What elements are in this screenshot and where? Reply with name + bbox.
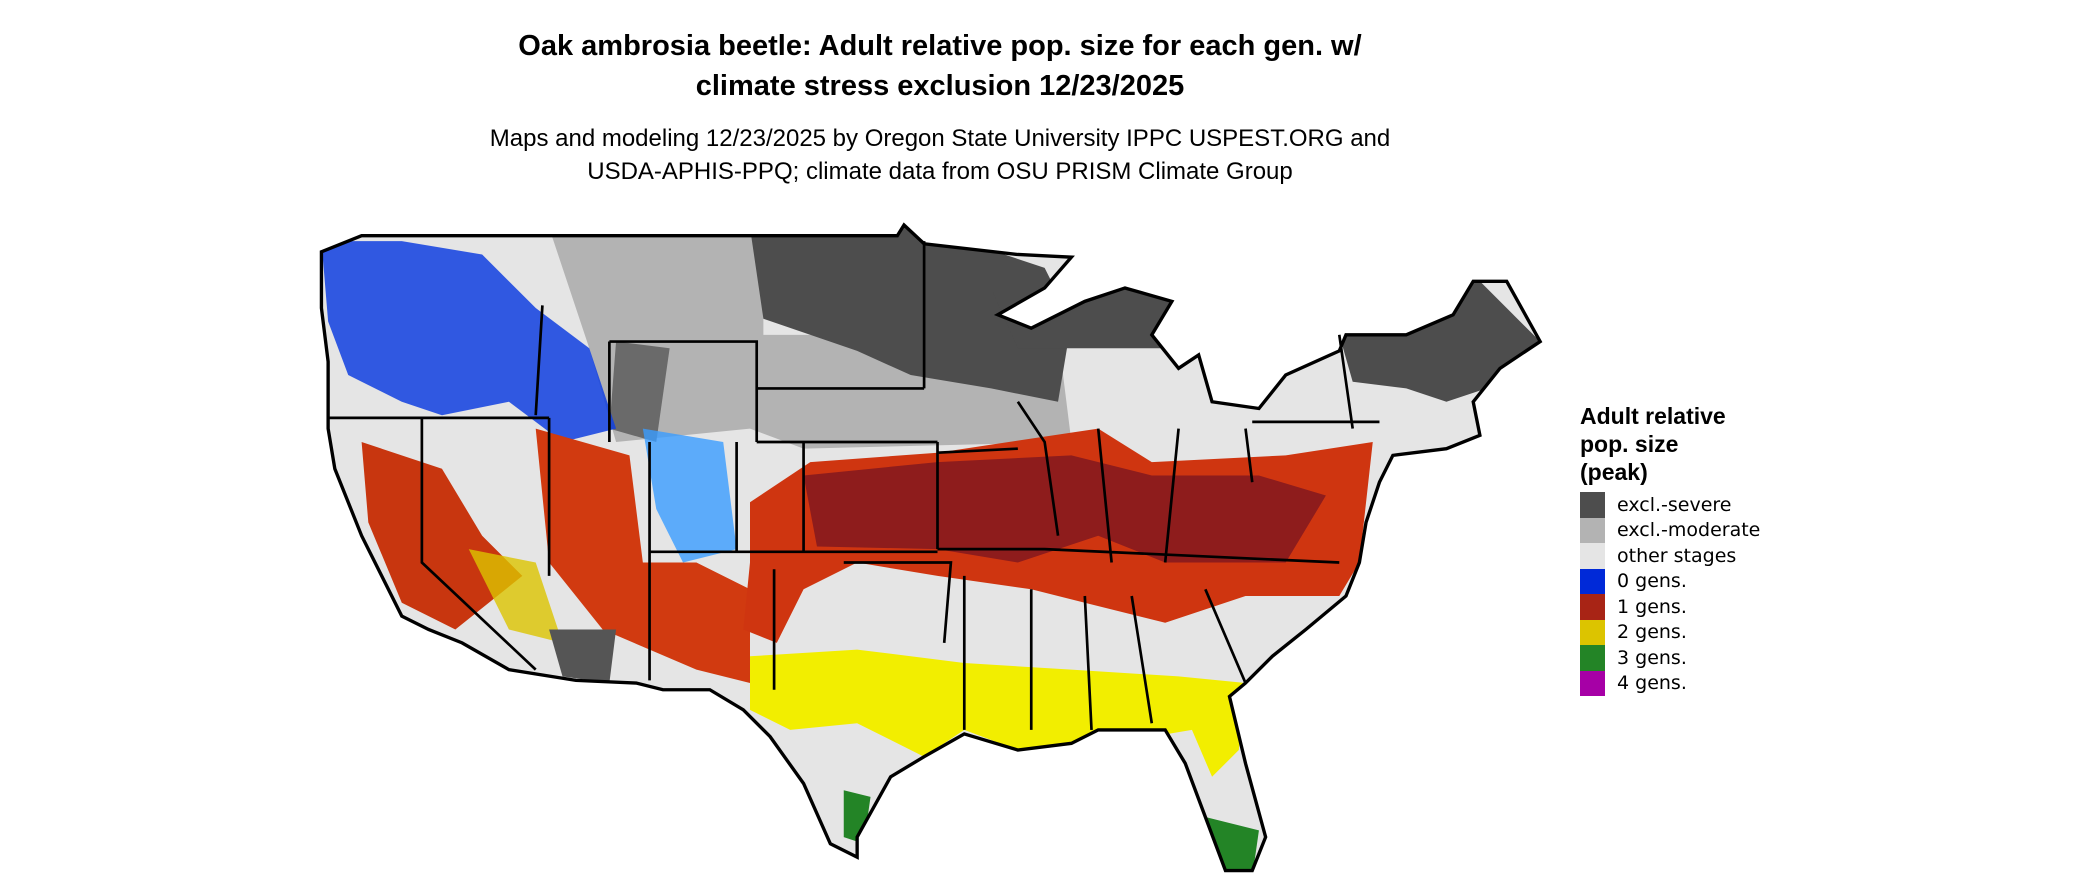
legend-label: 1 gens.	[1617, 595, 1687, 618]
legend-swatch	[1580, 645, 1605, 671]
subtitle-line-1: Maps and modeling 12/23/2025 by Oregon S…	[489, 125, 1391, 152]
region-2gens-south	[750, 649, 1246, 777]
legend-swatch	[1580, 492, 1605, 518]
legend-swatch	[1580, 670, 1605, 696]
legend-item: 3 gens.	[1580, 645, 1760, 671]
subtitle-line-2: USDA-APHIS-PPQ; climate data from OSU PR…	[587, 158, 1293, 185]
legend-title-line: pop. size	[1580, 431, 1679, 457]
legend-title: Adult relative pop. size (peak)	[1580, 402, 1760, 486]
region-excl-severe-north	[750, 227, 1072, 402]
legend-label: other stages	[1617, 544, 1737, 567]
title-line-1: Oak ambrosia beetle: Adult relative pop.…	[518, 30, 1362, 62]
legend-label: excl.-moderate	[1617, 519, 1761, 542]
state-borders	[319, 223, 1542, 873]
legend-label: 2 gens.	[1617, 621, 1687, 644]
map-title: Oak ambrosia beetle: Adult relative pop.…	[340, 26, 1540, 106]
legend-swatch	[1580, 543, 1605, 569]
region-excl-moderate-west	[549, 227, 1072, 449]
region-0gens-co	[642, 428, 737, 563]
legend-swatch	[1580, 619, 1605, 645]
region-excl-severe-ne	[1339, 274, 1541, 402]
region-1gens-core	[803, 455, 1326, 563]
title-line-2: climate stress exclusion 12/23/2025	[695, 70, 1185, 102]
region-2gens-az	[468, 549, 563, 643]
legend-label: excl.-severe	[1617, 493, 1732, 516]
legend-title-line: Adult relative	[1580, 403, 1726, 429]
legend-item: other stages	[1580, 543, 1760, 569]
region-1gens-sw	[535, 428, 750, 684]
legend-swatch	[1580, 594, 1605, 620]
legend: Adult relative pop. size (peak) excl.-se…	[1580, 402, 1760, 696]
legend-item: 4 gens.	[1580, 670, 1760, 696]
legend-item: 2 gens.	[1580, 619, 1760, 645]
legend-item: 0 gens.	[1580, 568, 1760, 594]
legend-label: 4 gens.	[1617, 672, 1687, 695]
region-excl-severe-wy	[609, 341, 670, 442]
legend-item: excl.-severe	[1580, 492, 1760, 518]
legend-swatch	[1580, 568, 1605, 594]
map-subtitle: Maps and modeling 12/23/2025 by Oregon S…	[340, 122, 1540, 188]
region-0gens-nw	[321, 241, 617, 442]
legend-label: 0 gens.	[1617, 570, 1687, 593]
map-regions	[321, 227, 1541, 871]
legend-label: 3 gens.	[1617, 646, 1687, 669]
legend-swatch	[1580, 517, 1605, 543]
region-excl-severe-az	[549, 629, 617, 684]
legend-item: excl.-moderate	[1580, 517, 1761, 543]
region-excl-severe-mi	[991, 287, 1179, 349]
legend-item: 1 gens.	[1580, 594, 1760, 620]
region-1gens-ca	[361, 441, 523, 630]
legend-title-line: (peak)	[1580, 459, 1648, 485]
